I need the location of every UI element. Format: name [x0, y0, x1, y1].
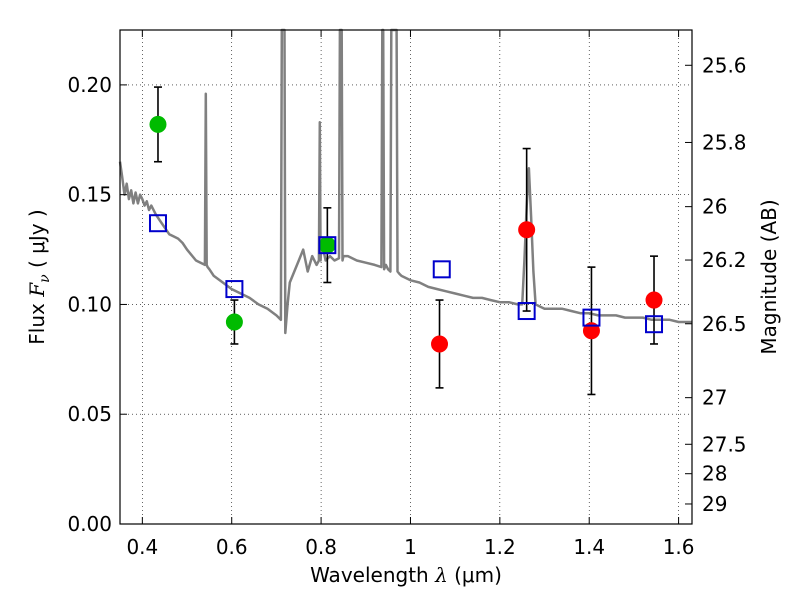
- data-point-0-2: [318, 236, 336, 254]
- y2-tick-label: 27.5: [702, 432, 747, 456]
- y2-axis-ticks: 25.6 25.8 26 26.2 26.5 27 27.5 28 29: [685, 53, 747, 516]
- data-point-1-3: [645, 291, 663, 309]
- x-tick-label: 0.8: [305, 535, 337, 559]
- x-tick-label: 1: [404, 535, 417, 559]
- y-tick-label: 0.20: [67, 73, 112, 97]
- data-point-1-1: [518, 221, 536, 239]
- y-tick-label: 0.05: [67, 402, 112, 426]
- y-axis-label: Flux Fν ( μJy ): [25, 209, 53, 344]
- model-point-6: [645, 315, 664, 334]
- x-tick-label: 0.4: [126, 535, 158, 559]
- plot-frame: [119, 29, 693, 525]
- data-point-0-1: [225, 313, 243, 331]
- y2-tick-label: 26: [702, 195, 727, 219]
- model-spectrum: [118, 28, 692, 335]
- x-tick-label: 0.6: [216, 535, 248, 559]
- model-point-2: [318, 236, 337, 255]
- model-point-3: [432, 260, 451, 279]
- model-point-0: [148, 214, 167, 233]
- data-point-1-0: [431, 335, 449, 353]
- y-tick-label: 0.15: [67, 183, 112, 207]
- data-point-1-2: [582, 322, 600, 340]
- x-axis-label: Wavelength λ (μm): [310, 563, 502, 587]
- x-tick-label: 1.4: [573, 535, 605, 559]
- y2-tick-label: 25.6: [702, 53, 747, 77]
- data-markers: [148, 115, 664, 353]
- x-tick-label: 1.6: [663, 535, 695, 559]
- y2-tick-label: 29: [702, 492, 727, 516]
- y2-tick-label: 28: [702, 462, 727, 486]
- error-bars: [153, 86, 659, 396]
- data-point-0-0: [149, 115, 167, 133]
- x-tick-label: 1.2: [484, 535, 516, 559]
- y-tick-label: 0.10: [67, 292, 112, 316]
- y2-tick-label: 27: [702, 386, 727, 410]
- y2-axis-label: Magnitude (AB): [757, 199, 781, 354]
- y-axis-ticks: 0.00 0.05 0.10 0.15 0.20: [67, 73, 127, 536]
- y2-tick-label: 26.2: [702, 248, 747, 272]
- model-point-4: [517, 302, 536, 321]
- x-axis-ticks: 0.4 0.6 0.8 1 1.2 1.4 1.6: [126, 30, 695, 559]
- y-tick-label: 0.00: [67, 512, 112, 536]
- spectrum-line: [118, 28, 692, 335]
- y2-tick-label: 25.8: [702, 130, 747, 154]
- y2-tick-label: 26.5: [702, 312, 747, 336]
- model-point-5: [582, 308, 601, 327]
- model-point-1: [225, 280, 244, 299]
